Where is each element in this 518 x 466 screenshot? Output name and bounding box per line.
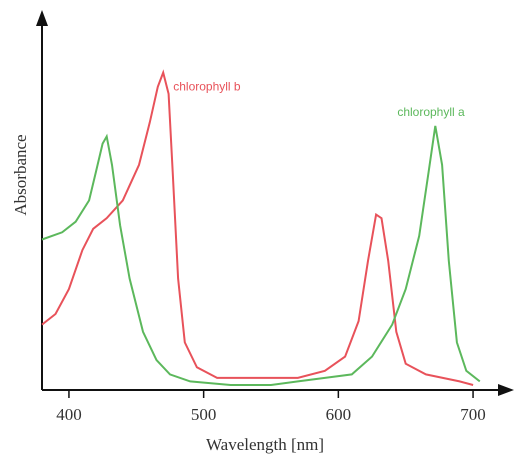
series-line xyxy=(41,69,474,386)
series-label: chlorophyll a xyxy=(397,105,465,119)
x-tick-label: 400 xyxy=(56,405,82,424)
x-tick-label: 700 xyxy=(460,405,486,424)
series-line xyxy=(41,125,481,386)
y-axis-label: Absorbance xyxy=(11,134,30,215)
x-tick-label: 500 xyxy=(191,405,217,424)
x-axis-arrow xyxy=(498,384,514,396)
y-axis-arrow xyxy=(36,10,48,26)
series-label: chlorophyll b xyxy=(173,80,241,94)
x-tick-label: 600 xyxy=(326,405,352,424)
x-axis-label: Wavelength [nm] xyxy=(206,435,324,454)
